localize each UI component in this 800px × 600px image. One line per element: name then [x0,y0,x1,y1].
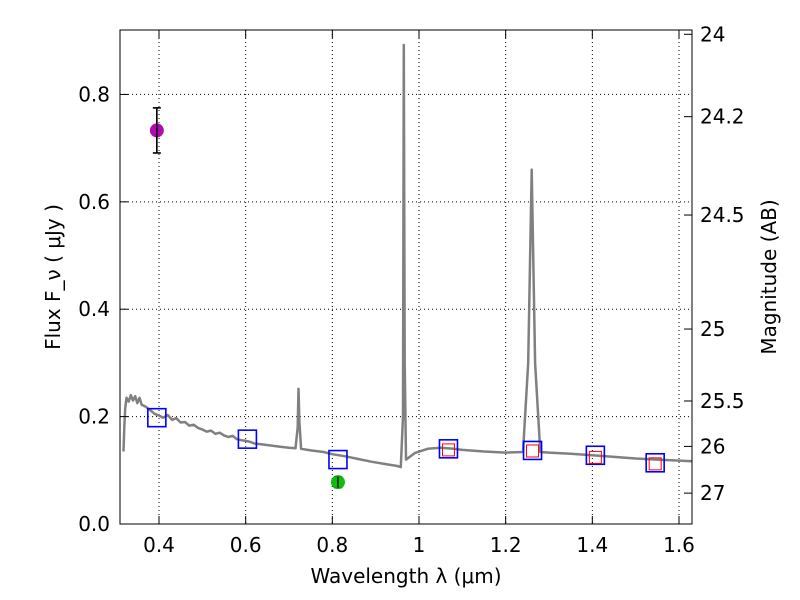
y-tick-label: 0.0 [78,512,110,536]
magnitude-tick-label: 27 [700,481,725,505]
x-tick-label: 0.8 [316,533,348,557]
x-tick-label: 0.4 [143,533,175,557]
spectrum-line [122,43,693,469]
magnitude-tick-label: 26 [700,434,725,458]
y2-axis-title: Magnitude (AB) [757,199,781,354]
observed-photometry-marker [526,444,540,458]
plot-content [122,43,693,490]
synthetic-photometry-marker [645,452,665,473]
y-axis-title: Flux F_ν ( μJy ) [41,204,65,350]
synthetic-photometry-marker [522,440,543,461]
synthetic-photometry-marker [237,429,258,449]
x-axis-title: Wavelength λ (μm) [310,564,501,588]
y-tick-label: 0.2 [78,405,110,429]
x-tick-label: 1.6 [663,533,695,557]
synthetic-photometry-marker [328,449,348,470]
x-tick-label: 1 [413,533,426,557]
y-tick-label: 0.8 [78,82,110,106]
plot-frame [119,29,693,525]
magnitude-tick-label: 24.2 [700,105,745,129]
observed-photometry-marker [441,443,455,457]
magnitude-tick-label: 24.5 [700,203,745,227]
y-tick-label: 0.6 [78,190,110,214]
observed-photometry-marker [648,457,662,471]
axis-tick-labels: 0.4 0.6 0.8 1 1.2 1.4 1.6 0.0 0.2 0.4 0.6 0.8 24 24.2… [78,22,744,557]
y-tick-label: 0.4 [78,297,110,321]
x-tick-label: 1.2 [490,533,522,557]
synthetic-photometry-marker [585,445,606,466]
axis-ticks [120,30,692,525]
magnitude-tick-label: 25.5 [700,389,745,413]
magnitude-tick-label: 24 [700,22,725,46]
magnitude-tick-label: 25 [700,317,725,341]
observed-photometry-marker [588,450,602,464]
x-tick-label: 1.4 [576,533,608,557]
synthetic-photometry-marker [438,439,459,459]
x-tick-label: 0.6 [230,533,262,557]
synthetic-photometry-marker [147,407,167,428]
